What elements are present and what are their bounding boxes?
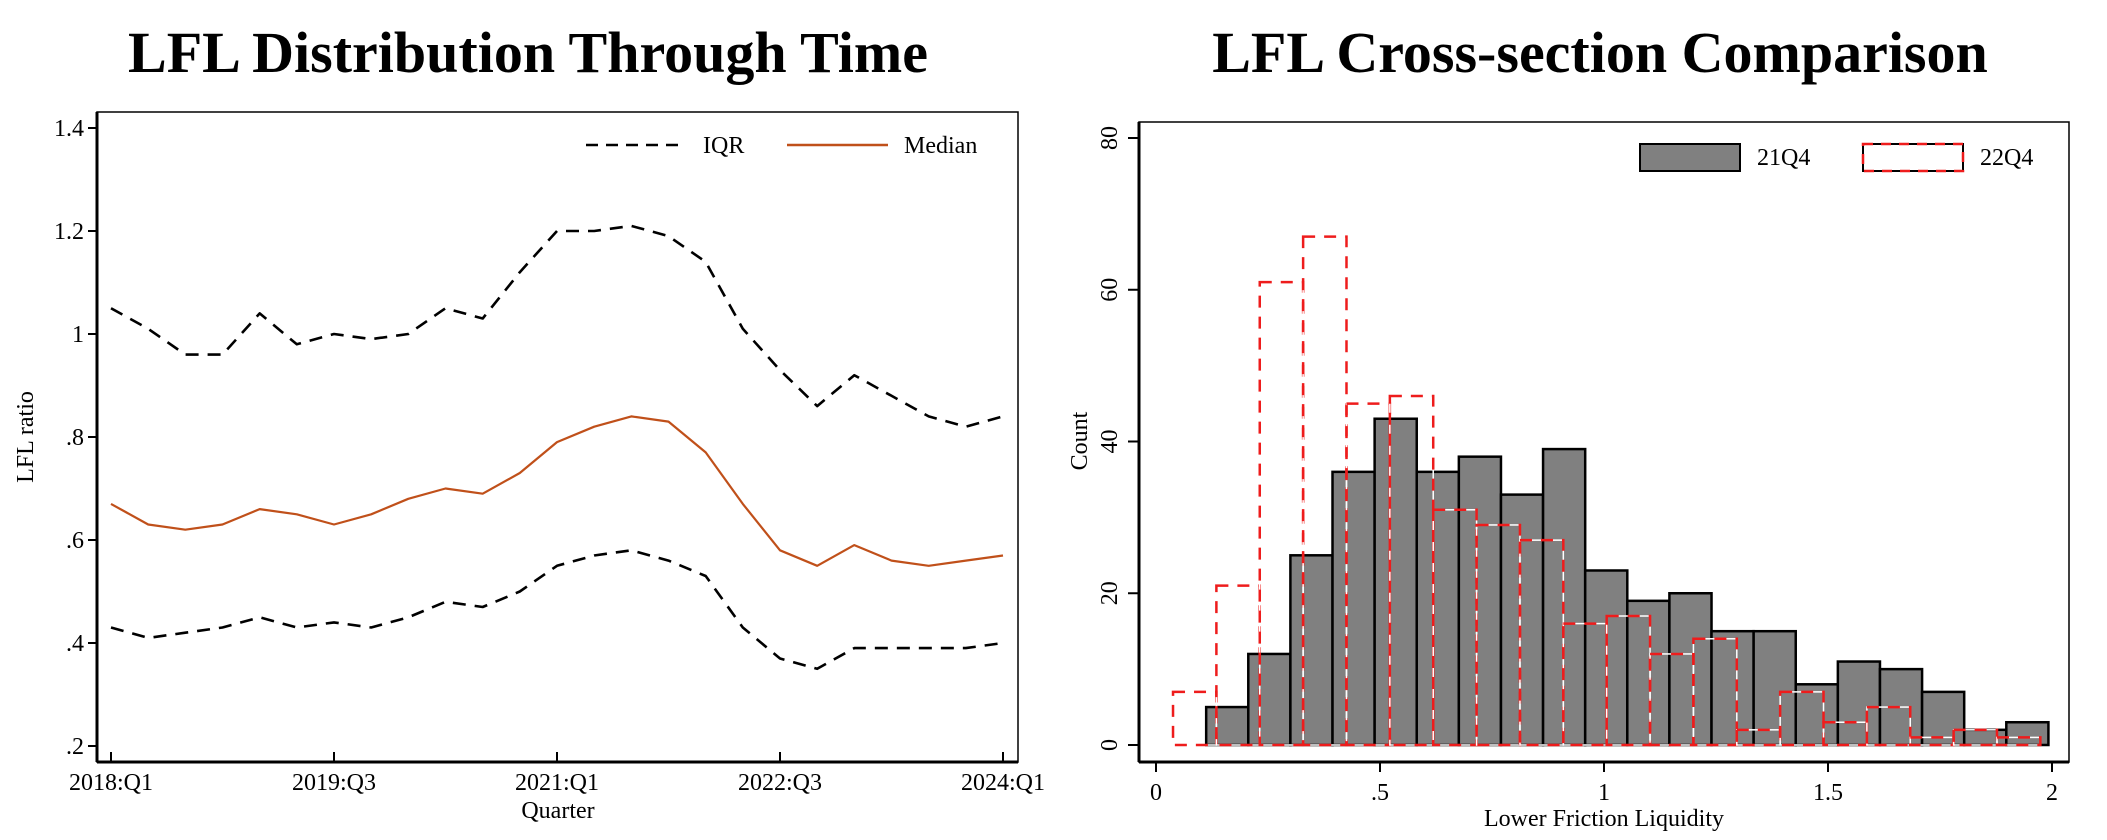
legend-swatch-22q4-dash bbox=[1861, 142, 1965, 173]
series-line-median bbox=[110, 415, 1004, 567]
x-tick-label: 1.5 bbox=[1813, 780, 1843, 806]
bar-21q4 bbox=[1626, 599, 1671, 747]
bar-22q4 bbox=[1518, 538, 1565, 747]
legend: IQR Median bbox=[586, 133, 977, 159]
bar-21q4 bbox=[1373, 417, 1418, 747]
y-tick-label: .2 bbox=[66, 734, 84, 760]
x-tick-label: 0 bbox=[1150, 780, 1162, 806]
y-tick-label: 80 bbox=[1097, 126, 1123, 150]
x-axis-title: Lower Friction Liquidity bbox=[1484, 806, 1724, 832]
bar-21q4 bbox=[1204, 705, 1250, 747]
bar-21q4 bbox=[1247, 652, 1292, 747]
x-tick-label: 2 bbox=[2046, 780, 2058, 806]
series-line-iqr-upper bbox=[110, 224, 1004, 429]
legend: 21Q4 22Q4 bbox=[1639, 142, 2033, 173]
legend-label-21q4: 21Q4 bbox=[1757, 145, 1810, 171]
bar-22q4 bbox=[1215, 584, 1262, 747]
bar-22q4 bbox=[1431, 508, 1478, 747]
series-line-iqr-lower bbox=[110, 548, 1004, 671]
chart-title: LFL Cross-section Comparison bbox=[1212, 20, 1988, 85]
x-tick-label: 2021:Q1 bbox=[515, 770, 599, 796]
y-axis-title: Count bbox=[1067, 411, 1093, 470]
y-tick-label: 1 bbox=[72, 322, 84, 348]
bar-21q4 bbox=[1289, 554, 1334, 747]
x-tick-label: .5 bbox=[1371, 780, 1389, 806]
bar-22q4 bbox=[1562, 622, 1608, 747]
y-tick-label: 20 bbox=[1097, 581, 1123, 605]
legend-label-median: Median bbox=[904, 133, 977, 159]
bar-21q4 bbox=[1499, 493, 1545, 747]
bars-22q4 bbox=[1171, 235, 2042, 747]
bar-21q4 bbox=[1836, 660, 1882, 747]
y-tick-label: 40 bbox=[1097, 430, 1123, 454]
series-lines bbox=[110, 224, 1004, 671]
y-ticks: 0 20 40 60 80 bbox=[1097, 126, 1139, 751]
bar-21q4 bbox=[2005, 720, 2050, 747]
x-ticks: 2018:Q1 2019:Q3 2021:Q1 2022:Q3 2024:Q1 bbox=[69, 752, 1045, 796]
y-tick-label: 1.2 bbox=[54, 219, 84, 245]
bar-21q4 bbox=[1752, 629, 1797, 747]
y-ticks: 1.4 1.2 1 .8 .6 .4 .2 bbox=[54, 116, 97, 760]
bar-21q4 bbox=[1331, 470, 1376, 747]
y-tick-label: 0 bbox=[1097, 739, 1123, 751]
y-tick-label: 60 bbox=[1097, 278, 1123, 302]
plot-frame bbox=[96, 111, 1019, 763]
bar-22q4 bbox=[1778, 690, 1825, 747]
x-tick-label: 2019:Q3 bbox=[292, 770, 376, 796]
legend-swatch-21q4 bbox=[1639, 143, 1741, 172]
bar-21q4 bbox=[1920, 690, 1966, 747]
y-tick-label: .6 bbox=[66, 528, 84, 554]
y-tick-label: 1.4 bbox=[54, 116, 84, 142]
x-tick-label: 2018:Q1 bbox=[69, 770, 153, 796]
y-axis-title: LFL ratio bbox=[13, 391, 39, 483]
y-tick-label: .4 bbox=[66, 631, 84, 657]
legend-swatch-22q4 bbox=[1862, 143, 1964, 172]
bar-22q4 bbox=[1822, 720, 1869, 747]
bar-22q4 bbox=[1692, 637, 1739, 747]
bar-21q4 bbox=[1794, 683, 1840, 747]
legend-label-22q4: 22Q4 bbox=[1980, 145, 2033, 171]
legend-label-iqr: IQR bbox=[703, 133, 744, 159]
chart-title: LFL Distribution Through Time bbox=[128, 20, 928, 85]
bar-21q4 bbox=[1415, 470, 1461, 747]
x-tick-label: 2024:Q1 bbox=[961, 770, 1045, 796]
line-chart-panel: LFL Distribution Through Time 1.4 1.2 1 .8.… bbox=[13, 20, 1045, 824]
bar-22q4 bbox=[1995, 736, 2042, 747]
bar-22q4 bbox=[1865, 705, 1912, 747]
bar-21q4 bbox=[1457, 455, 1503, 747]
bars-21q4 bbox=[1204, 417, 2050, 747]
x-axis-title: Quarter bbox=[521, 798, 594, 824]
x-tick-label: 2022:Q3 bbox=[738, 770, 822, 796]
x-ticks: 0 .5 1 1.5 2 bbox=[1150, 762, 2058, 806]
bar-21q4 bbox=[1668, 592, 1713, 747]
bar-21q4 bbox=[1710, 629, 1755, 747]
y-tick-label: .8 bbox=[66, 425, 84, 451]
x-tick-label: 1 bbox=[1598, 780, 1610, 806]
